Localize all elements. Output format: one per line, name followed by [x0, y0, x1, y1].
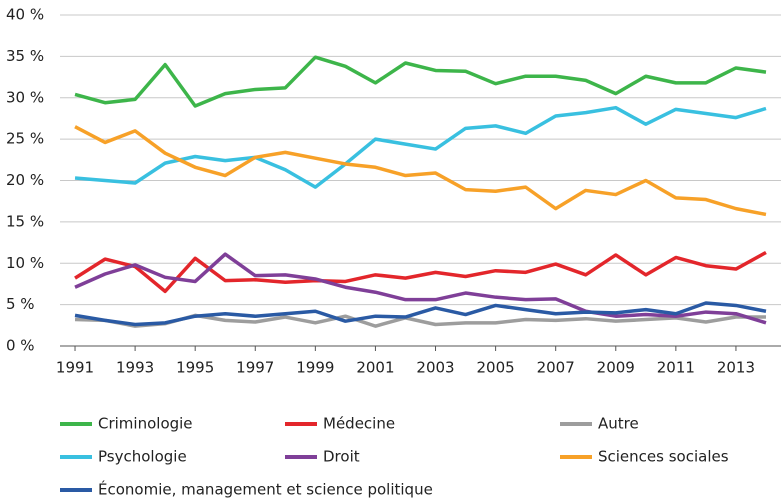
x-tick-label: 2011 [657, 359, 695, 377]
y-tick-label: 0 % [6, 337, 35, 355]
x-tick-label: 2009 [597, 359, 635, 377]
x-tick-label: 2013 [717, 359, 755, 377]
x-tick-label: 1999 [296, 359, 334, 377]
legend-label: Médecine [323, 415, 395, 433]
series-line [74, 301, 767, 327]
series-line [74, 252, 767, 325]
y-tick-label: 10 % [6, 254, 44, 272]
x-tick-label: 2005 [477, 359, 515, 377]
x-tick-label: 2007 [537, 359, 575, 377]
y-tick-label: 40 % [6, 6, 44, 24]
y-tick-label: 25 % [6, 130, 44, 148]
legend-label: Autre [598, 415, 639, 433]
y-tick-label: 20 % [6, 171, 44, 189]
x-tick-label: 2001 [356, 359, 394, 377]
series-line [74, 105, 767, 189]
x-tick-label: 1997 [236, 359, 274, 377]
series-line [74, 55, 767, 108]
y-tick-label: 5 % [6, 295, 35, 313]
x-tick-label: 1993 [116, 359, 154, 377]
x-tick-label: 2003 [416, 359, 454, 377]
x-tick-label: 1995 [176, 359, 214, 377]
legend-label: Droit [323, 448, 360, 466]
legend-label: Criminologie [98, 415, 193, 433]
x-tick-label: 1991 [56, 359, 94, 377]
legend-label: Psychologie [98, 448, 187, 466]
series-line [74, 250, 767, 294]
series-line [74, 125, 767, 217]
y-tick-label: 30 % [6, 88, 44, 106]
y-tick-label: 15 % [6, 212, 44, 230]
legend-label: Sciences sociales [598, 448, 729, 466]
legend-label: Économie, management et science politiqu… [98, 480, 433, 498]
y-tick-label: 35 % [6, 47, 44, 65]
